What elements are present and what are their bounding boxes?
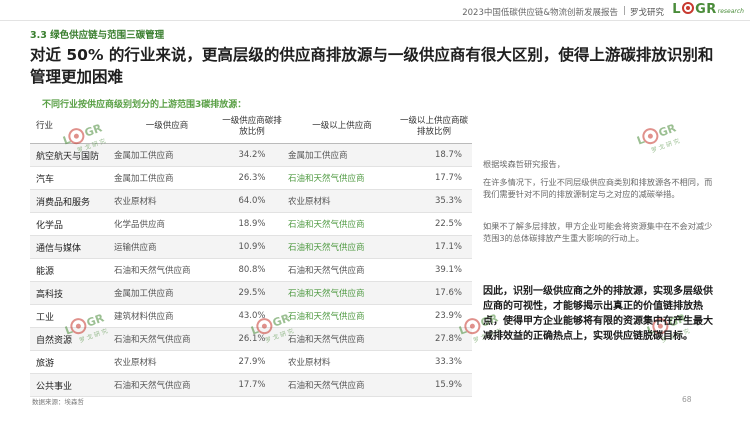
data-source: 数据来源：埃森哲 bbox=[32, 398, 84, 406]
side-paragraph-2: 如果不了解多层排放，甲方企业可能会将资源集中在不会对减少范围3的总体碳排放产生重… bbox=[483, 221, 713, 243]
cell-industry: 汽车 bbox=[36, 174, 55, 185]
cell-upper-share: 27.8% bbox=[434, 334, 462, 344]
cell-tier1-supplier: 石油和天然气供应商 bbox=[114, 266, 191, 276]
cell-industry: 高科技 bbox=[36, 289, 64, 300]
table-caption: 不同行业按供应商级别划分的上游范围3碳排放源： bbox=[42, 100, 247, 110]
cell-upper-share: 17.6% bbox=[434, 288, 462, 298]
cell-tier1-share: 29.5% bbox=[238, 288, 266, 298]
cell-upper-share: 22.5% bbox=[434, 219, 462, 229]
cell-tier1-supplier: 化学品供应商 bbox=[114, 220, 166, 230]
cell-tier1-supplier: 石油和天然气供应商 bbox=[114, 335, 191, 345]
cell-industry: 自然资源 bbox=[36, 335, 73, 346]
header-tier1: 一级供应商 bbox=[145, 121, 189, 131]
svg-text:GR: GR bbox=[657, 121, 678, 139]
cell-upper-supplier: 石油和天然气供应商 bbox=[288, 220, 365, 230]
page-headline: 对近 50% 的行业来说，更高层级的供应商排放源与一级供应商有很大区别，使得上游… bbox=[30, 46, 714, 86]
cell-upper-supplier: 金属加工供应商 bbox=[288, 151, 348, 161]
emissions-table: 行业 一级供应商 一级供应商碳排放比例 一级以上供应商 一级以上供应商碳排放比例… bbox=[30, 110, 472, 397]
table-row: 自然资源 石油和天然气供应商 26.1% 石油和天然气供应商 27.8% bbox=[30, 328, 472, 351]
cell-tier1-share: 64.0% bbox=[238, 196, 266, 206]
side-paragraph-1: 在许多情况下，行业不同层级供应商类别和排放源各不相同，而我们需要针对不同的排放源… bbox=[483, 177, 713, 199]
report-title: 2023中国低碳供应链&物流创新发展报告 bbox=[462, 8, 618, 18]
header-separator: | bbox=[623, 6, 626, 16]
side-paragraph-source: 根据埃森哲研究报告， bbox=[483, 159, 565, 169]
header-tier1-share: 一级供应商碳排放比例 bbox=[222, 115, 282, 137]
cell-tier1-share: 80.8% bbox=[238, 265, 266, 275]
logo-text: L GR bbox=[672, 2, 717, 17]
table-row: 能源 石油和天然气供应商 80.8% 石油和天然气供应商 39.1% bbox=[30, 259, 472, 282]
cell-tier1-supplier: 农业原材料 bbox=[114, 358, 157, 368]
cell-industry: 消费品和服务 bbox=[36, 197, 91, 208]
header-divider bbox=[0, 20, 750, 21]
cell-tier1-share: 43.0% bbox=[238, 311, 266, 321]
cell-upper-supplier: 石油和天然气供应商 bbox=[288, 312, 365, 322]
cell-industry: 能源 bbox=[36, 266, 55, 277]
cell-upper-share: 17.7% bbox=[434, 173, 462, 183]
cell-upper-share: 15.9% bbox=[434, 380, 462, 390]
cell-upper-supplier: 石油和天然气供应商 bbox=[288, 289, 365, 299]
svg-text:L: L bbox=[635, 133, 646, 148]
logo-target-icon bbox=[682, 2, 695, 14]
cell-industry: 航空航天与国防 bbox=[36, 151, 100, 162]
cell-tier1-share: 27.9% bbox=[238, 357, 266, 367]
logr-logo: L GR research bbox=[672, 2, 744, 18]
watermark-logo: L GR 罗 戈 研 究 bbox=[630, 112, 694, 154]
conclusion-text: 因此，识别一级供应商之外的排放源，实现多层级供应商的可视性，才能够揭示出真正的价… bbox=[483, 286, 713, 342]
cell-upper-share: 39.1% bbox=[434, 265, 462, 275]
header-upper: 一级以上供应商 bbox=[312, 121, 372, 131]
cell-tier1-supplier: 运输供应商 bbox=[114, 243, 157, 253]
cell-tier1-supplier: 农业原材料 bbox=[114, 197, 157, 207]
table-row: 消费品和服务 农业原材料 64.0% 农业原材料 35.3% bbox=[30, 190, 472, 213]
cell-tier1-supplier: 金属加工供应商 bbox=[114, 151, 174, 161]
cell-upper-supplier: 农业原材料 bbox=[288, 197, 331, 207]
cell-tier1-share: 10.9% bbox=[238, 242, 266, 252]
cell-tier1-share: 26.1% bbox=[238, 334, 266, 344]
cell-upper-share: 33.3% bbox=[434, 357, 462, 367]
cell-upper-share: 18.7% bbox=[434, 150, 462, 160]
header-upper-share: 一级以上供应商碳排放比例 bbox=[399, 115, 468, 137]
cell-upper-supplier: 石油和天然气供应商 bbox=[288, 266, 365, 276]
section-label: 3.3 绿色供应链与范围三碳管理 bbox=[30, 30, 165, 41]
cell-industry: 化学品 bbox=[36, 220, 64, 231]
top-header: 2023中国低碳供应链&物流创新发展报告 | 罗戈研究 L GR research bbox=[0, 0, 750, 22]
table-row: 航空航天与国防 金属加工供应商 34.2% 金属加工供应商 18.7% bbox=[30, 144, 472, 167]
svg-text:罗 戈 研 究: 罗 戈 研 究 bbox=[650, 137, 681, 154]
header-industry: 行业 bbox=[36, 121, 54, 131]
table-row: 高科技 金属加工供应商 29.5% 石油和天然气供应商 17.6% bbox=[30, 282, 472, 305]
cell-upper-share: 35.3% bbox=[434, 196, 462, 206]
table-row: 通信与媒体 运输供应商 10.9% 石油和天然气供应商 17.1% bbox=[30, 236, 472, 259]
cell-upper-share: 17.1% bbox=[434, 242, 462, 252]
table-row: 汽车 金属加工供应商 26.3% 石油和天然气供应商 17.7% bbox=[30, 167, 472, 190]
cell-tier1-share: 34.2% bbox=[238, 150, 266, 160]
cell-upper-supplier: 石油和天然气供应商 bbox=[288, 174, 365, 184]
cell-industry: 公共事业 bbox=[36, 381, 73, 392]
cell-tier1-supplier: 石油和天然气供应商 bbox=[114, 381, 191, 391]
table-row: 工业 建筑材料供应商 43.0% 石油和天然气供应商 23.9% bbox=[30, 305, 472, 328]
cell-tier1-share: 18.9% bbox=[238, 219, 266, 229]
cell-upper-supplier: 石油和天然气供应商 bbox=[288, 335, 365, 345]
table-header: 行业 一级供应商 一级供应商碳排放比例 一级以上供应商 一级以上供应商碳排放比例 bbox=[30, 110, 472, 144]
cell-industry: 通信与媒体 bbox=[36, 243, 82, 254]
table-row: 旅游 农业原材料 27.9% 农业原材料 33.3% bbox=[30, 351, 472, 374]
cell-tier1-supplier: 金属加工供应商 bbox=[114, 174, 174, 184]
page-number: 68 bbox=[682, 395, 692, 404]
cell-upper-supplier: 石油和天然气供应商 bbox=[288, 243, 365, 253]
cell-tier1-supplier: 建筑材料供应商 bbox=[114, 312, 174, 322]
cell-upper-supplier: 石油和天然气供应商 bbox=[288, 381, 365, 391]
table-row: 公共事业 石油和天然气供应商 17.7% 石油和天然气供应商 15.9% bbox=[30, 374, 472, 397]
cell-tier1-share: 26.3% bbox=[238, 173, 266, 183]
cell-industry: 工业 bbox=[36, 312, 55, 323]
cell-tier1-share: 17.7% bbox=[238, 380, 266, 390]
cell-upper-share: 23.9% bbox=[434, 311, 462, 321]
cell-industry: 旅游 bbox=[36, 358, 55, 369]
cell-tier1-supplier: 金属加工供应商 bbox=[114, 289, 174, 299]
table-body: 航空航天与国防 金属加工供应商 34.2% 金属加工供应商 18.7% 汽车 金属加工供应商… bbox=[30, 144, 472, 397]
table-row: 化学品 化学品供应商 18.9% 石油和天然气供应商 22.5% bbox=[30, 213, 472, 236]
brand-name: 罗戈研究 bbox=[629, 8, 664, 18]
cell-upper-supplier: 农业原材料 bbox=[288, 358, 331, 368]
logo-subtitle: research bbox=[717, 8, 744, 15]
